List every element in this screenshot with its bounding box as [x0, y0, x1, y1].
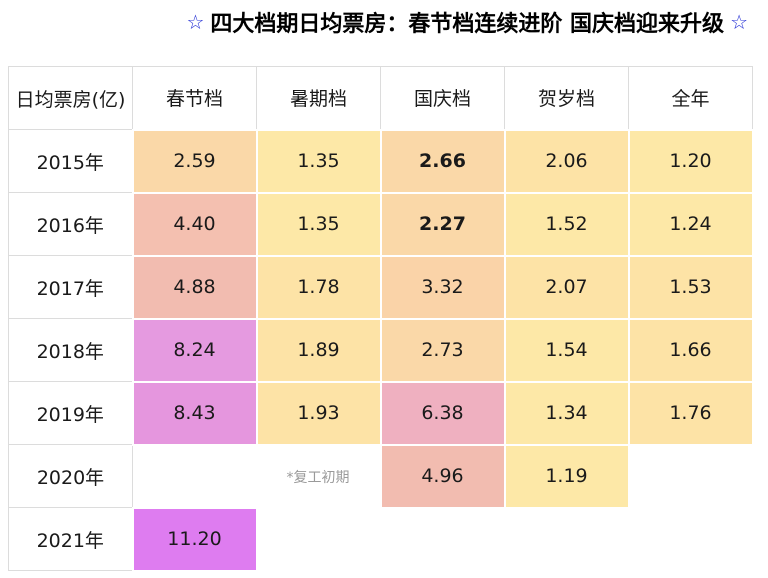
- year-cell: 2021年: [8, 507, 133, 571]
- empty-cell: [628, 444, 753, 508]
- value-cell: 1.93: [255, 380, 382, 446]
- star-left-icon: ☆: [186, 10, 205, 34]
- value-cell: 4.88: [131, 254, 258, 320]
- value-cell: 1.78: [255, 254, 382, 320]
- header-cell: 贺岁档: [504, 66, 629, 130]
- empty-cell: [504, 507, 629, 571]
- value-cell: 1.35: [255, 128, 382, 194]
- table-row: 2020年 *复工初期 4.96 1.19: [8, 443, 753, 509]
- value-cell: 1.53: [627, 254, 754, 320]
- year-cell: 2017年: [8, 255, 133, 319]
- year-cell: 2020年: [8, 444, 133, 508]
- header-cell: 国庆档: [380, 66, 505, 130]
- value-cell: 4.96: [379, 443, 506, 509]
- value-cell: 1.89: [255, 317, 382, 383]
- table-row: 2017年 4.88 1.78 3.32 2.07 1.53: [8, 254, 754, 320]
- year-cell: 2019年: [8, 381, 133, 445]
- chart-title-text: 四大档期日均票房：春节档连续进阶 国庆档迎来升级: [210, 12, 725, 37]
- value-cell: 1.34: [503, 380, 630, 446]
- header-cell: 暑期档: [256, 66, 381, 130]
- value-cell: 1.52: [503, 191, 630, 257]
- empty-cell: [256, 507, 381, 571]
- value-cell: 4.40: [131, 191, 258, 257]
- star-right-icon: ☆: [730, 10, 748, 34]
- value-cell: 3.32: [379, 254, 506, 320]
- header-cell: 全年: [628, 66, 753, 130]
- value-cell: 2.07: [503, 254, 630, 320]
- value-cell: 11.20: [131, 506, 258, 572]
- value-cell: 1.54: [503, 317, 630, 383]
- value-cell: 1.24: [627, 191, 754, 257]
- value-cell: 2.73: [379, 317, 506, 383]
- value-cell: 2.59: [131, 128, 258, 194]
- value-cell: 2.27: [379, 191, 506, 257]
- year-cell: 2016年: [8, 192, 133, 256]
- table-row: 2016年 4.40 1.35 2.27 1.52 1.24: [8, 191, 754, 257]
- value-cell: 1.76: [627, 380, 754, 446]
- value-cell: 2.66: [379, 128, 506, 194]
- value-cell: 1.19: [503, 443, 630, 509]
- table-row: 2021年 11.20: [8, 506, 753, 572]
- value-cell: 6.38: [379, 380, 506, 446]
- table-row: 2019年 8.43 1.93 6.38 1.34 1.76: [8, 380, 754, 446]
- empty-cell: [380, 507, 505, 571]
- value-cell: 1.35: [255, 191, 382, 257]
- chart-title: ☆ 四大档期日均票房：春节档连续进阶 国庆档迎来升级 ☆: [0, 0, 768, 44]
- box-office-table: 日均票房(亿) 春节档 暑期档 国庆档 贺岁档 全年 2015年 2.59 1.35…: [8, 66, 754, 572]
- value-cell: 8.24: [131, 317, 258, 383]
- value-cell: 1.66: [627, 317, 754, 383]
- table-row: 2015年 2.59 1.35 2.66 2.06 1.20: [8, 128, 754, 194]
- table-row: 2018年 8.24 1.89 2.73 1.54 1.66: [8, 317, 754, 383]
- header-row: 日均票房(亿) 春节档 暑期档 国庆档 贺岁档 全年: [8, 66, 753, 130]
- table-body: 2015年 2.59 1.35 2.66 2.06 1.20 2016年 4.40 1.35 2.…: [8, 128, 754, 572]
- header-cell: 日均票房(亿): [8, 66, 133, 130]
- value-cell: 8.43: [131, 380, 258, 446]
- note-cell: *复工初期: [256, 444, 381, 508]
- empty-cell: [132, 444, 257, 508]
- value-cell: 2.06: [503, 128, 630, 194]
- year-cell: 2015年: [8, 129, 133, 193]
- header-cell: 春节档: [132, 66, 257, 130]
- value-cell: 1.20: [627, 128, 754, 194]
- year-cell: 2018年: [8, 318, 133, 382]
- empty-cell: [628, 507, 753, 571]
